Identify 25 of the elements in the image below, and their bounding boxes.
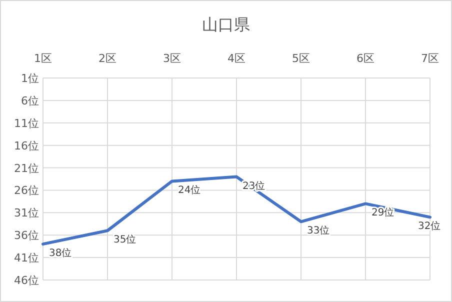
x-tick-label: 1区 [34,52,52,65]
y-tick-label: 16位 [14,139,39,152]
x-tick-label: 2区 [98,52,116,65]
data-label: 24位 [178,184,201,196]
y-tick-label: 26位 [14,184,39,198]
y-tick-label: 1位 [21,72,39,85]
line-series [42,175,432,246]
x-tick-label: 7区 [421,52,439,65]
y-tick-label: 21位 [14,162,39,175]
data-label: 35位 [114,234,136,246]
data-label: 29位 [372,206,394,219]
y-tick-label: 11位 [14,116,39,130]
x-tick-label: 5区 [292,52,310,65]
x-tick-label: 4区 [228,52,246,65]
y-tick-label: 31位 [14,206,39,220]
data-label: 33位 [307,224,330,237]
chart-title: 山口県 [202,15,250,34]
y-tick-label: 46位 [14,274,39,287]
x-tick-label: 6区 [356,52,374,65]
y-tick-label: 6位 [21,94,39,108]
data-label: 32位 [418,220,441,232]
y-tick-label: 36位 [14,229,39,242]
data-label: 38位 [49,247,72,260]
x-tick-label: 3区 [163,52,181,65]
y-tick-label: 41位 [14,252,39,265]
